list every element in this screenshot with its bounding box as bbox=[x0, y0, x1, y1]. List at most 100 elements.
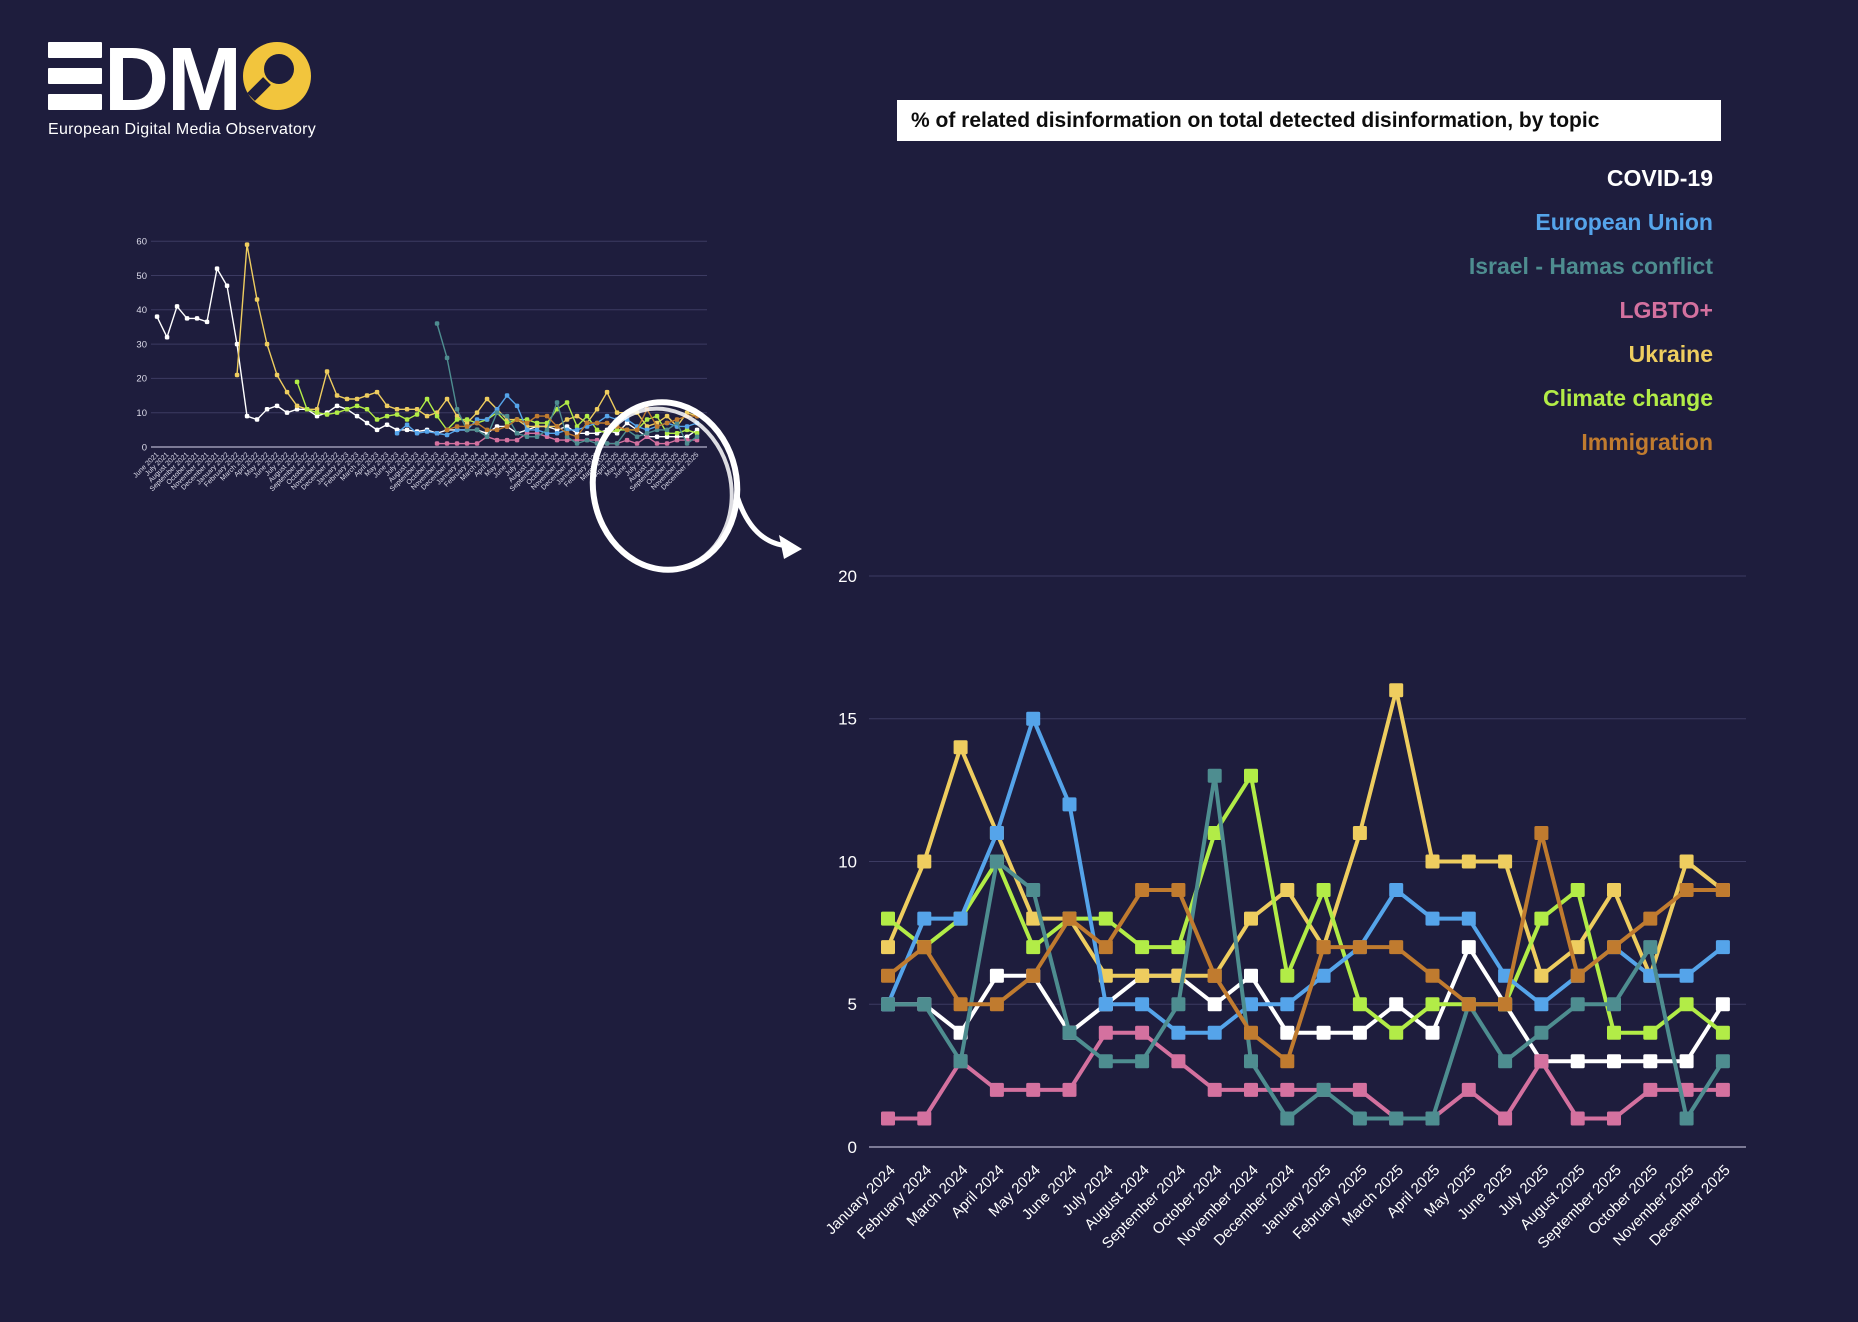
data-point bbox=[434, 413, 440, 419]
data-point bbox=[1534, 1054, 1549, 1069]
data-point bbox=[334, 393, 340, 398]
data-point bbox=[444, 427, 450, 433]
data-point bbox=[624, 420, 630, 426]
data-point bbox=[1679, 1111, 1694, 1126]
data-point bbox=[1280, 1082, 1295, 1097]
data-point bbox=[1135, 997, 1150, 1012]
data-point bbox=[1389, 883, 1404, 897]
data-point bbox=[1389, 683, 1404, 698]
hand-drawn-circle-annotation bbox=[589, 399, 741, 573]
data-point bbox=[989, 968, 1004, 983]
data-point bbox=[424, 396, 430, 402]
data-point bbox=[644, 424, 650, 429]
data-point bbox=[534, 413, 540, 419]
data-point bbox=[364, 393, 370, 398]
data-point bbox=[554, 427, 560, 433]
data-point bbox=[474, 441, 480, 446]
data-point bbox=[574, 427, 580, 433]
data-point bbox=[1171, 997, 1186, 1012]
data-point bbox=[1534, 911, 1549, 926]
data-point bbox=[664, 427, 670, 433]
data-point bbox=[989, 997, 1004, 1012]
data-point bbox=[164, 335, 170, 340]
data-point bbox=[694, 434, 700, 439]
chart-legend: COVID-19 European Union Israel - Hamas con… bbox=[1469, 166, 1713, 474]
data-point bbox=[224, 283, 230, 288]
data-point bbox=[464, 417, 470, 422]
y-axis-tick-label: 15 bbox=[838, 710, 857, 729]
data-point bbox=[304, 407, 310, 412]
data-point bbox=[344, 407, 350, 412]
data-point bbox=[334, 403, 340, 409]
data-point bbox=[1244, 1082, 1258, 1097]
data-point bbox=[654, 434, 660, 439]
data-point bbox=[674, 434, 680, 439]
data-point bbox=[1570, 1111, 1585, 1126]
y-axis-tick-label: 10 bbox=[838, 852, 857, 871]
data-point bbox=[314, 410, 320, 415]
data-point bbox=[364, 407, 370, 412]
data-point bbox=[384, 422, 390, 427]
data-point bbox=[264, 341, 270, 347]
data-point bbox=[474, 427, 480, 433]
data-point bbox=[274, 403, 280, 409]
data-point bbox=[484, 417, 490, 422]
data-point bbox=[1425, 911, 1440, 926]
data-point bbox=[414, 431, 420, 436]
data-point bbox=[434, 431, 440, 436]
data-point bbox=[384, 413, 390, 419]
data-point bbox=[244, 413, 250, 419]
data-point bbox=[694, 437, 700, 443]
data-point bbox=[604, 420, 610, 426]
data-point bbox=[394, 412, 400, 417]
data-point bbox=[524, 434, 530, 439]
data-point bbox=[424, 429, 430, 434]
y-axis-tick-label: 40 bbox=[136, 305, 147, 316]
data-point bbox=[324, 369, 330, 374]
data-point bbox=[1207, 826, 1222, 840]
legend-item-ukraine: Ukraine bbox=[1628, 341, 1713, 367]
data-point bbox=[394, 427, 400, 433]
data-point bbox=[1715, 997, 1730, 1012]
data-point bbox=[564, 417, 570, 422]
data-point bbox=[1643, 1082, 1658, 1097]
data-point bbox=[1316, 1025, 1331, 1040]
data-point bbox=[614, 431, 620, 436]
data-point bbox=[1643, 1025, 1658, 1040]
data-point bbox=[284, 410, 290, 415]
data-point bbox=[534, 431, 540, 436]
data-point bbox=[494, 424, 500, 429]
data-point bbox=[1607, 1025, 1621, 1040]
data-point bbox=[354, 413, 360, 419]
series-line bbox=[886, 689, 1725, 982]
data-point bbox=[1352, 1082, 1367, 1097]
data-point bbox=[334, 410, 340, 415]
legend-item-immigration: Immigration bbox=[1581, 429, 1713, 455]
data-point bbox=[444, 355, 450, 361]
data-point bbox=[204, 319, 210, 325]
data-point bbox=[574, 437, 580, 443]
data-point bbox=[1498, 997, 1513, 1012]
data-point bbox=[564, 424, 570, 429]
data-point bbox=[394, 407, 400, 412]
data-point bbox=[494, 437, 500, 443]
legend-item-lgbto-: LGBTO+ bbox=[1619, 297, 1713, 323]
data-point bbox=[564, 434, 570, 439]
data-point bbox=[464, 441, 470, 446]
data-point bbox=[1098, 1054, 1113, 1069]
data-point bbox=[544, 420, 550, 426]
data-point bbox=[1280, 997, 1295, 1012]
data-point bbox=[574, 413, 580, 419]
data-point bbox=[574, 441, 580, 446]
data-point bbox=[1425, 997, 1440, 1012]
data-point bbox=[989, 1082, 1004, 1097]
data-point bbox=[1352, 1111, 1367, 1126]
data-point bbox=[1679, 854, 1694, 869]
data-point bbox=[564, 400, 570, 405]
data-point bbox=[1643, 1054, 1658, 1069]
data-point bbox=[604, 389, 610, 395]
data-point bbox=[234, 372, 240, 378]
data-point bbox=[1425, 968, 1440, 983]
data-point bbox=[1244, 1054, 1258, 1069]
